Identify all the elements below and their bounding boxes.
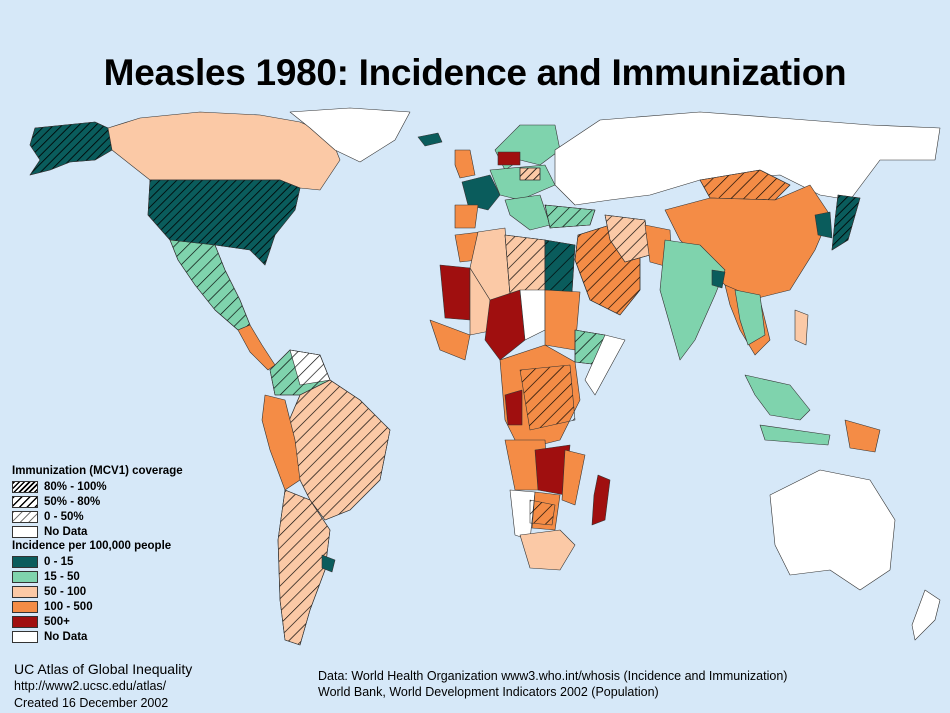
legend-item-incidence: 500+	[12, 614, 232, 629]
legend-swatch	[12, 495, 38, 508]
map-legend: Immunization (MCV1) coverage 80% - 100% …	[12, 464, 232, 644]
legend-swatch	[12, 525, 38, 538]
legend-swatch	[12, 480, 38, 493]
region-france	[461, 174, 501, 211]
legend-swatch	[12, 570, 38, 583]
region-iberia	[454, 204, 479, 229]
region-australia	[769, 469, 896, 591]
region-somalia	[584, 334, 626, 396]
region-mozambique	[561, 449, 586, 506]
legend-item-incidence: No Data	[12, 629, 232, 644]
region-indonesia	[744, 374, 811, 421]
legend-item-incidence: 100 - 500	[12, 599, 232, 614]
legend-item-incidence: 50 - 100	[12, 584, 232, 599]
source-line-2: World Bank, World Development Indicators…	[318, 685, 659, 699]
region-korea	[814, 211, 833, 239]
immunization-legend-title: Immunization (MCV1) coverage	[12, 465, 183, 477]
region-central-america	[237, 324, 276, 371]
region-uk	[454, 149, 476, 179]
incidence-legend-title: Incidence per 100,000 people	[12, 540, 172, 552]
world-map	[29, 107, 941, 646]
source-line-1: Data: World Health Organization www3.who…	[318, 669, 788, 683]
legend-item-immunization: 80% - 100%	[12, 479, 232, 494]
region-uruguay	[321, 554, 336, 573]
region-indochina	[734, 289, 766, 346]
atlas-url: http://www2.ucsc.edu/atlas/	[14, 679, 167, 693]
map-title: Measles 1980: Incidence and Immunization	[103, 52, 847, 93]
legend-swatch	[12, 510, 38, 523]
data-source: Data: World Health Organization www3.who…	[318, 668, 787, 700]
region-philippines	[794, 309, 809, 346]
region-india	[659, 239, 726, 361]
atlas-credits: UC Atlas of Global Inequality http://www…	[14, 661, 192, 712]
region-balkans	[504, 194, 551, 231]
legend-item-immunization: No Data	[12, 524, 232, 539]
region-peru	[261, 394, 301, 491]
legend-swatch	[12, 585, 38, 598]
atlas-name: UC Atlas of Global Inequality	[14, 661, 193, 677]
region-mauritania	[439, 264, 471, 321]
legend-swatch	[12, 600, 38, 613]
legend-item-incidence: 0 - 15	[12, 554, 232, 569]
region-west-coast	[429, 319, 471, 361]
region-new-zealand	[911, 589, 941, 641]
region-new-guinea	[844, 419, 881, 453]
region-south-africa	[519, 529, 576, 571]
legend-swatch	[12, 555, 38, 568]
legend-item-immunization: 0 - 50%	[12, 509, 232, 524]
region-iceland	[417, 132, 443, 147]
created-date: Created 16 December 2002	[14, 696, 169, 710]
legend-item-incidence: 15 - 50	[12, 569, 232, 584]
region-bangladesh	[711, 269, 726, 289]
legend-item-immunization: 50% - 80%	[12, 494, 232, 509]
region-gabon	[504, 389, 523, 426]
region-niger-nigeria	[484, 289, 526, 361]
legend-swatch	[12, 615, 38, 628]
region-greenland	[289, 107, 411, 163]
region-madagascar	[591, 474, 611, 526]
legend-swatch	[12, 630, 38, 643]
